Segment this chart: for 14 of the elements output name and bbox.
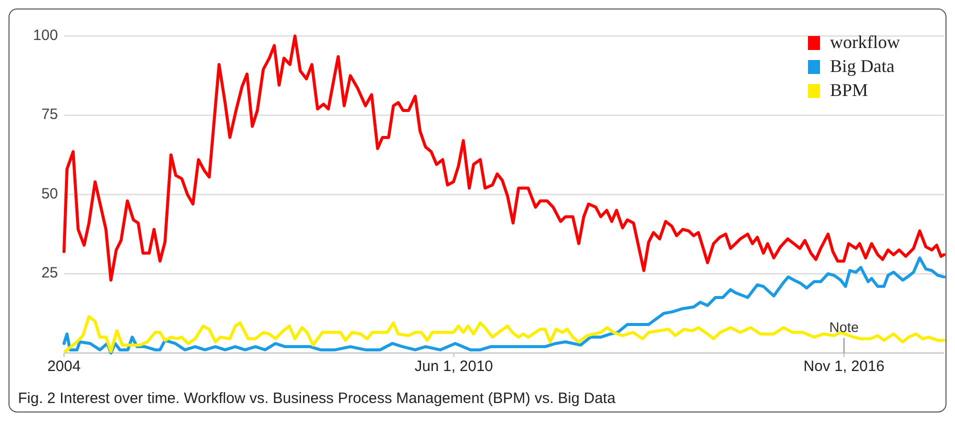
x-tick-label: Nov 1, 2016 — [804, 358, 884, 375]
x-tick-label: 2004 — [47, 358, 81, 375]
line-series — [62, 256, 946, 354]
x-tick-label: Jun 1, 2010 — [414, 358, 494, 375]
y-tick-label: 25 — [41, 264, 58, 282]
y-tick-label: 75 — [41, 106, 58, 124]
legend-label: BPM — [830, 80, 868, 100]
caption: Fig. 2 Interest over time. Workflow vs. Business Process Management (BPM) vs. Big Data — [18, 390, 616, 407]
y-tick-label: 50 — [41, 185, 58, 202]
annotation: Note — [829, 318, 859, 335]
legend-label: workflow — [830, 32, 900, 52]
y-tick-label: 100 — [32, 26, 58, 44]
line-series — [62, 34, 946, 282]
legend-label: Big Data — [830, 56, 894, 76]
